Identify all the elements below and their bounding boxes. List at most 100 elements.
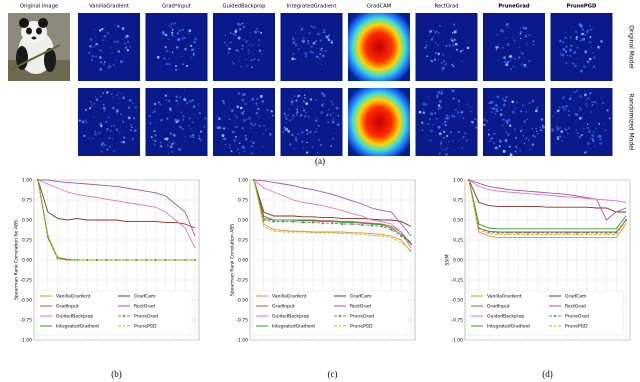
map-speck (104, 120, 108, 124)
series-marker (477, 226, 480, 230)
map-speck (197, 103, 200, 105)
map-speck (557, 116, 559, 118)
map-speck (312, 41, 316, 45)
map-speck (430, 112, 434, 116)
map-speck (437, 32, 440, 34)
map-speck (524, 64, 527, 66)
map-speck (583, 65, 586, 68)
map-speck (430, 39, 432, 41)
map-speck (118, 91, 120, 94)
map-speck (498, 139, 502, 143)
map-speck (556, 127, 560, 131)
map-speck (428, 96, 430, 98)
map-speck (168, 63, 171, 66)
column-label: RectGrad (434, 4, 458, 10)
map-speck (525, 137, 528, 139)
map-speck (95, 55, 98, 58)
map-speck (171, 28, 174, 31)
map-speck (559, 135, 562, 138)
map-speck (106, 127, 109, 131)
map-speck (108, 145, 111, 148)
map-speck (565, 51, 567, 53)
map-speck (493, 107, 496, 110)
map-speck (579, 106, 581, 108)
map-speck (151, 111, 154, 114)
map-speck (444, 124, 447, 127)
map-speck (111, 138, 113, 140)
map-speck (499, 107, 501, 109)
map-speck (157, 101, 161, 104)
map-speck (245, 41, 248, 43)
map-speck (437, 52, 440, 56)
map-speck (591, 134, 595, 137)
map-speck (502, 118, 505, 121)
map-speck (109, 65, 112, 68)
map-speck (150, 116, 152, 118)
map-speck (84, 108, 87, 111)
map-speck (531, 99, 535, 103)
map-speck (252, 141, 255, 144)
map-speck (491, 107, 494, 110)
series-marker (360, 223, 364, 226)
series-marker (351, 222, 354, 226)
map-speck (474, 118, 477, 121)
map-speck (307, 115, 310, 118)
column-label: Grad*Input (162, 4, 191, 10)
series-line (468, 179, 626, 213)
saliency-map (78, 13, 140, 81)
map-speck (108, 103, 111, 105)
map-speck (437, 104, 441, 107)
map-speck (319, 52, 322, 55)
map-speck (260, 32, 263, 34)
map-speck (303, 96, 307, 100)
map-speck (175, 99, 178, 103)
map-speck (569, 55, 572, 57)
map-speck (423, 108, 425, 111)
map-speck (167, 38, 170, 41)
map-speck (432, 36, 435, 39)
map-speck (251, 124, 254, 127)
map-speck (467, 41, 469, 43)
legend-box (252, 290, 409, 336)
heatmap (348, 88, 410, 156)
map-speck (270, 110, 273, 113)
map-speck (233, 139, 237, 143)
map-speck (306, 141, 308, 144)
map-speck (170, 109, 173, 112)
map-speck (541, 124, 544, 127)
map-speck (567, 54, 569, 56)
map-speck (506, 60, 510, 64)
map-speck (88, 51, 91, 54)
map-speck (434, 32, 436, 34)
map-speck (258, 116, 260, 118)
map-speck (103, 109, 106, 112)
y-tick-label: 0.75 (238, 198, 248, 204)
map-speck (448, 140, 450, 143)
map-speck (456, 111, 460, 114)
map-speck (111, 52, 113, 54)
map-speck (308, 31, 311, 35)
map-speck (100, 100, 102, 102)
map-speck (242, 119, 246, 122)
map-speck (587, 97, 590, 100)
map-speck (437, 91, 441, 94)
map-speck (293, 95, 296, 97)
map-speck (234, 126, 236, 128)
legend-label: PruneGrad (565, 314, 589, 320)
map-speck (574, 112, 578, 116)
series-line (37, 179, 196, 249)
map-speck (236, 110, 238, 112)
map-speck (449, 131, 453, 134)
map-speck (597, 134, 600, 137)
map-speck (95, 42, 98, 46)
y-tick-label: 0.00 (453, 258, 463, 264)
map-speck (223, 137, 226, 140)
legend-marker (122, 314, 126, 318)
legend-label: IntegratedGradient (487, 324, 530, 330)
map-speck (266, 108, 269, 112)
map-speck (169, 141, 170, 143)
map-speck (174, 64, 178, 67)
map-speck (188, 99, 192, 103)
map-speck (303, 100, 305, 103)
series-line (38, 179, 196, 237)
